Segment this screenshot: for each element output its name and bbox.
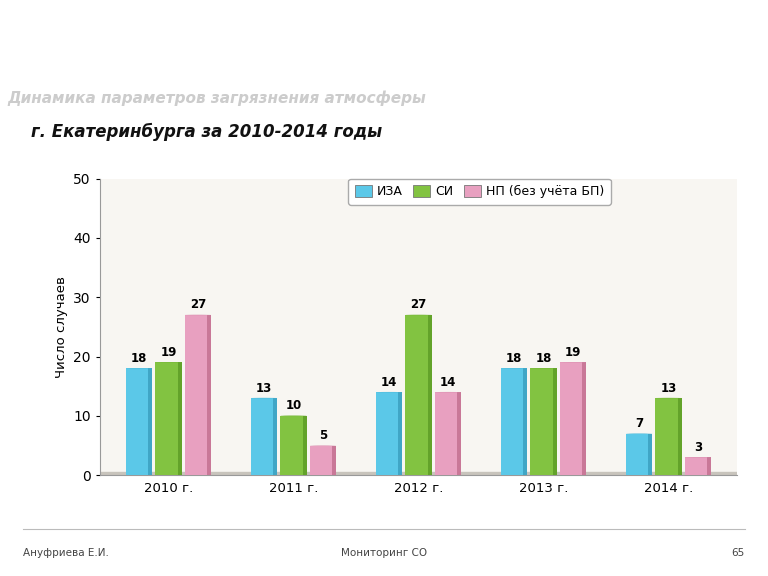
Bar [251,398,277,475]
Bar [280,416,306,475]
Text: 3: 3 [694,441,702,454]
Bar [707,457,711,475]
Bar [148,369,152,475]
Bar [501,369,528,475]
Bar [582,362,586,475]
Bar [435,392,461,475]
Text: 10: 10 [286,399,302,412]
Text: 14: 14 [381,376,397,389]
Y-axis label: Число случаев: Число случаев [55,276,68,378]
Bar [273,398,277,475]
Text: 18: 18 [131,352,147,365]
Text: 7: 7 [635,417,644,430]
Text: 65: 65 [732,548,745,558]
Bar [648,434,652,475]
Bar [523,369,528,475]
Text: 27: 27 [410,298,427,312]
Bar [376,392,402,475]
Bar [185,315,211,475]
Text: 13: 13 [256,381,273,395]
Bar [428,315,432,475]
Bar [332,446,336,475]
Bar [626,434,652,475]
Bar [303,416,306,475]
Bar [207,315,211,475]
Bar [553,369,557,475]
Text: Мониторинг СО: Мониторинг СО [341,548,427,558]
Bar [677,398,682,475]
Text: Ануфриева Е.И.: Ануфриева Е.И. [23,548,109,558]
Bar [406,315,432,475]
Bar [531,369,557,475]
Bar [155,362,182,475]
Bar [100,472,737,481]
Bar [310,446,336,475]
Bar [457,392,461,475]
Bar [399,392,402,475]
Bar [126,369,152,475]
Text: 5: 5 [319,429,327,442]
Text: 18: 18 [506,352,522,365]
Text: 27: 27 [190,298,206,312]
Legend: ИЗА, СИ, НП (без учёта БП): ИЗА, СИ, НП (без учёта БП) [349,179,611,204]
Text: 13: 13 [660,381,677,395]
Bar [560,362,586,475]
Bar [655,398,682,475]
Bar [177,362,182,475]
Text: 14: 14 [440,376,456,389]
Text: Динамика параметров загрязнения атмосферы: Динамика параметров загрязнения атмосфер… [8,90,426,105]
Text: 19: 19 [564,346,581,359]
Text: г. Екатеринбурга за 2010-2014 годы: г. Екатеринбурга за 2010-2014 годы [31,123,382,141]
Text: 18: 18 [535,352,551,365]
Text: 19: 19 [161,346,177,359]
Bar [685,457,711,475]
